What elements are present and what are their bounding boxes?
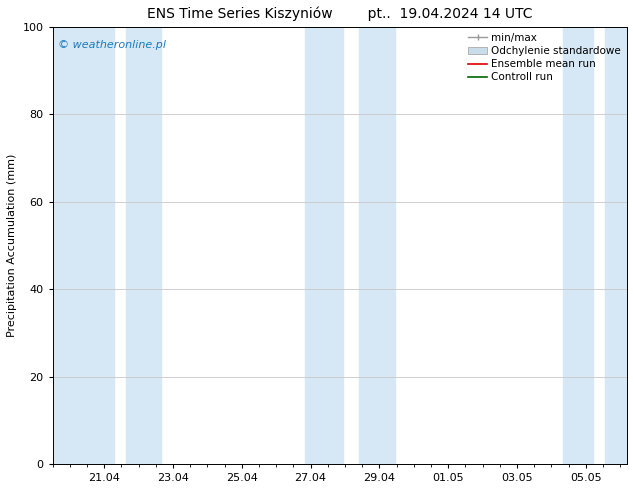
- Legend: min/max, Odchylenie standardowe, Ensemble mean run, Controll run: min/max, Odchylenie standardowe, Ensembl…: [464, 29, 625, 87]
- Bar: [53, 27, 115, 464]
- Bar: [605, 27, 627, 464]
- Bar: [564, 27, 593, 464]
- Y-axis label: Precipitation Accumulation (mm): Precipitation Accumulation (mm): [7, 154, 17, 337]
- Title: ENS Time Series Kiszyniów        pt..  19.04.2024 14 UTC: ENS Time Series Kiszyniów pt.. 19.04.202…: [147, 7, 533, 22]
- Bar: [359, 27, 395, 464]
- Bar: [127, 27, 161, 464]
- Text: © weatheronline.pl: © weatheronline.pl: [58, 40, 166, 50]
- Bar: [306, 27, 343, 464]
